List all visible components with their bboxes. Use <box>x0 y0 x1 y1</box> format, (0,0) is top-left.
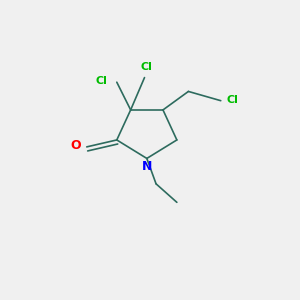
Text: O: O <box>70 139 81 152</box>
Text: Cl: Cl <box>226 94 238 104</box>
Text: N: N <box>142 160 152 172</box>
Text: Cl: Cl <box>141 62 153 72</box>
Text: Cl: Cl <box>96 76 108 86</box>
